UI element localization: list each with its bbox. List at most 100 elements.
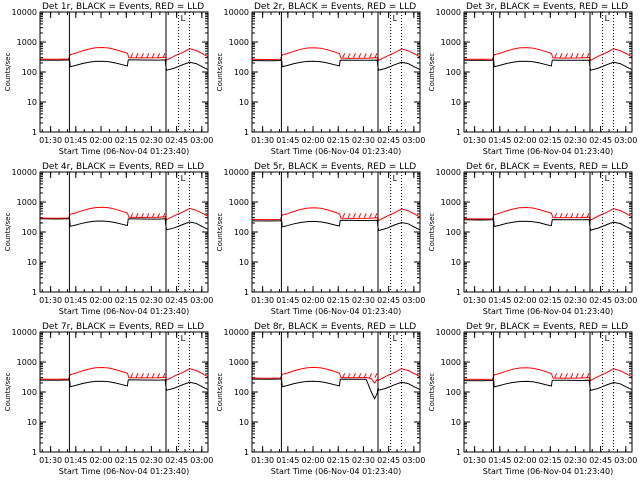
x-tick-label: 02:00 bbox=[302, 296, 325, 305]
series-lld-line bbox=[39, 366, 209, 381]
lld-spike bbox=[146, 53, 150, 58]
y-tick-label: 10 bbox=[239, 418, 249, 427]
lld-spike bbox=[342, 213, 346, 218]
lld-spike bbox=[565, 373, 568, 378]
lld-spike bbox=[575, 53, 579, 58]
x-tick-label: 01:45 bbox=[488, 136, 511, 145]
y-tick-label: 1000 bbox=[229, 358, 249, 367]
detector-panel-3: Det 3r, BLACK = Events, RED = LLD Counts/… bbox=[428, 2, 637, 156]
y-tick-label: 10 bbox=[451, 418, 461, 427]
x-tick-label: 02:00 bbox=[90, 296, 113, 305]
flag-label: L bbox=[181, 14, 186, 23]
lld-spike bbox=[363, 213, 367, 218]
lld-spike bbox=[575, 373, 579, 378]
y-tick-label: 10000 bbox=[224, 168, 249, 177]
series-events-line bbox=[251, 217, 421, 232]
x-tick-label: 01:30 bbox=[463, 136, 486, 145]
lld-spike bbox=[570, 373, 574, 378]
y-tick-label: 10 bbox=[239, 98, 249, 107]
series-lld-line bbox=[251, 207, 421, 222]
lld-spike bbox=[157, 213, 161, 218]
lld-spike bbox=[353, 53, 356, 58]
flag-label: L bbox=[393, 174, 398, 183]
y-tick-label: 100 bbox=[22, 228, 37, 237]
lld-spike bbox=[347, 213, 351, 218]
y-tick-label: 1000 bbox=[17, 198, 37, 207]
detector-panel-5: Det 5r, BLACK = Events, RED = LLD Counts/… bbox=[216, 162, 425, 316]
x-tick-label: 02:15 bbox=[115, 296, 138, 305]
lld-spike bbox=[130, 53, 134, 58]
x-tick-label: 01:30 bbox=[251, 296, 274, 305]
y-tick-label: 1000 bbox=[229, 38, 249, 47]
x-tick-label: 03:00 bbox=[190, 296, 213, 305]
panel-frame bbox=[251, 171, 421, 293]
series-events-line bbox=[39, 56, 209, 71]
series-lld-line bbox=[251, 366, 421, 384]
y-axis-label: Counts/sec bbox=[428, 53, 436, 92]
y-tick-label: 10000 bbox=[436, 328, 461, 337]
panel-frame bbox=[251, 11, 421, 133]
flag-label: L bbox=[393, 14, 398, 23]
panel-title: Det 9r, BLACK = Events, RED = LLD bbox=[466, 322, 628, 332]
x-tick-label: 02:30 bbox=[564, 136, 587, 145]
x-tick-label: 02:00 bbox=[90, 136, 113, 145]
x-axis-label: Start Time (06-Nov-04 01:23:40) bbox=[59, 147, 189, 156]
lld-spike bbox=[151, 373, 155, 378]
y-tick-label: 1 bbox=[32, 288, 37, 297]
lld-spike bbox=[586, 213, 590, 218]
lld-spike bbox=[157, 53, 161, 58]
x-tick-label: 02:15 bbox=[539, 136, 562, 145]
series-events-line bbox=[251, 376, 421, 400]
lld-spike bbox=[559, 373, 563, 378]
lld-spike bbox=[157, 373, 161, 378]
y-tick-label: 10000 bbox=[12, 168, 37, 177]
y-tick-label: 1 bbox=[456, 288, 461, 297]
x-tick-label: 01:45 bbox=[64, 136, 87, 145]
lld-spike bbox=[554, 53, 558, 58]
y-axis-label: Counts/sec bbox=[216, 53, 224, 92]
series-events-line bbox=[463, 216, 633, 231]
lld-spike bbox=[363, 373, 367, 378]
y-tick-label: 10000 bbox=[224, 8, 249, 17]
lld-spike bbox=[374, 213, 378, 218]
lld-spike bbox=[151, 213, 155, 218]
x-tick-label: 02:45 bbox=[377, 296, 400, 305]
lld-spike bbox=[565, 213, 568, 218]
lld-spike bbox=[570, 53, 574, 58]
lld-spike bbox=[358, 53, 362, 58]
x-tick-label: 02:45 bbox=[377, 136, 400, 145]
series-lld-line bbox=[463, 367, 633, 381]
lld-spike bbox=[559, 53, 563, 58]
x-tick-label: 01:30 bbox=[39, 456, 62, 465]
x-tick-label: 02:45 bbox=[165, 296, 188, 305]
x-axis-label: Start Time (06-Nov-04 01:23:40) bbox=[59, 467, 189, 476]
y-tick-label: 100 bbox=[446, 68, 461, 77]
x-axis-label: Start Time (06-Nov-04 01:23:40) bbox=[483, 467, 613, 476]
y-tick-label: 10 bbox=[27, 258, 37, 267]
lld-spike bbox=[146, 213, 150, 218]
detector-panel-8: Det 8r, BLACK = Events, RED = LLD Counts/… bbox=[216, 322, 425, 476]
y-tick-label: 100 bbox=[234, 68, 249, 77]
x-tick-label: 03:00 bbox=[402, 136, 425, 145]
y-tick-label: 10 bbox=[451, 258, 461, 267]
x-axis-label: Start Time (06-Nov-04 01:23:40) bbox=[483, 147, 613, 156]
panel-frame bbox=[463, 11, 633, 133]
y-axis-label: Counts/sec bbox=[4, 53, 12, 92]
flag-label: L bbox=[181, 174, 186, 183]
flag-label: L bbox=[181, 334, 186, 343]
lld-spike bbox=[146, 373, 150, 378]
x-tick-label: 02:15 bbox=[327, 136, 350, 145]
panel-title: Det 6r, BLACK = Events, RED = LLD bbox=[466, 162, 628, 172]
x-tick-label: 02:45 bbox=[589, 456, 612, 465]
detector-panel-7: Det 7r, BLACK = Events, RED = LLD Counts/… bbox=[4, 322, 213, 476]
y-tick-label: 1 bbox=[244, 448, 249, 457]
y-tick-label: 10 bbox=[27, 98, 37, 107]
lld-spike bbox=[130, 373, 134, 378]
lld-spike bbox=[586, 53, 590, 58]
y-axis-label: Counts/sec bbox=[4, 373, 12, 412]
lld-spike bbox=[575, 213, 579, 218]
x-tick-label: 02:15 bbox=[115, 136, 138, 145]
x-tick-label: 03:00 bbox=[402, 296, 425, 305]
lld-spike bbox=[135, 53, 139, 58]
lld-spike bbox=[581, 373, 585, 378]
